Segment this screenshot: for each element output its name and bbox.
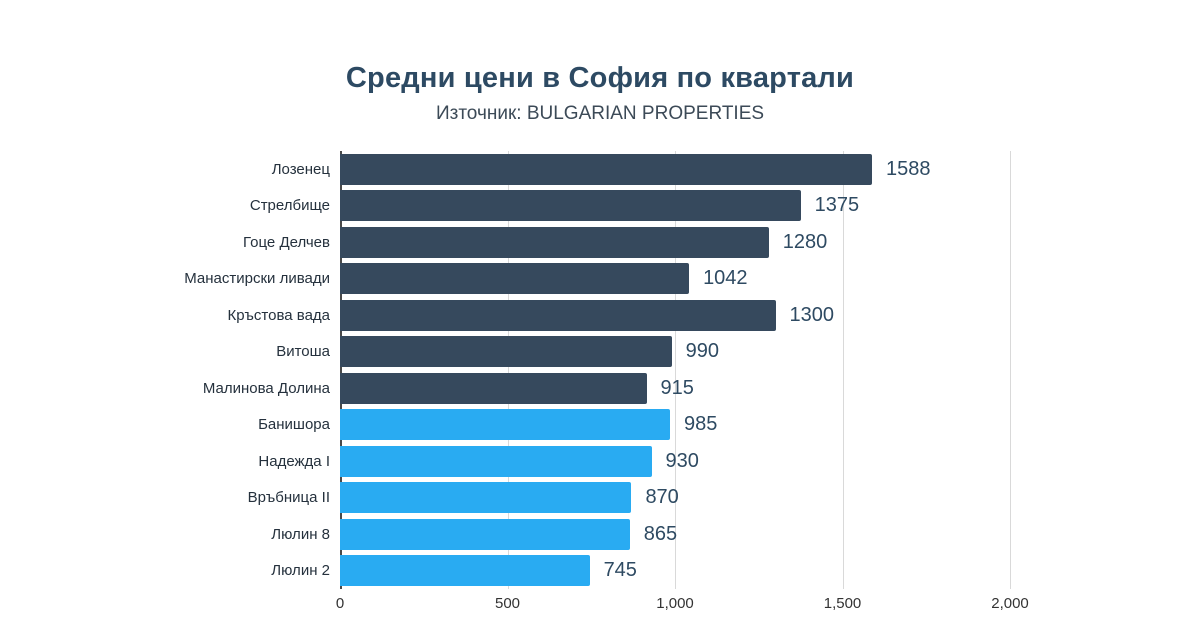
bar: 930 xyxy=(340,445,699,477)
bar: 1280 xyxy=(340,226,827,258)
category-label: Малинова Долина xyxy=(202,379,330,397)
bar-row: Манастирски ливади 1042 xyxy=(184,261,1010,298)
bar: 865 xyxy=(340,518,677,550)
gridline xyxy=(842,151,844,589)
value-label: 1280 xyxy=(782,230,828,253)
chart-subtitle: Източник: BULGARIAN PROPERTIES xyxy=(435,103,765,124)
gridline xyxy=(507,151,509,589)
bar-rows: Лозенец 1588 Стрелбище 1375 Гоце Делчев 1280 М… xyxy=(184,151,1010,590)
category-label: Витоша xyxy=(276,343,330,361)
value-label: 870 xyxy=(645,486,679,508)
x-tick-label: 1,000 xyxy=(656,595,694,612)
bar-row: Кръстова вада 1300 xyxy=(227,297,1010,334)
x-axis: 0 500 1,000 1,500 2,000 xyxy=(336,591,1029,617)
bar-row: Люлин 2 745 xyxy=(271,553,1010,590)
bar-row: Банишора 985 xyxy=(258,407,1010,444)
x-tick-label: 0 xyxy=(335,595,345,612)
category-label: Стрелбище xyxy=(249,197,330,215)
bar: 870 xyxy=(340,482,679,513)
axis-line xyxy=(340,151,342,589)
value-label: 930 xyxy=(665,449,699,472)
chart-header: Средни цени в София по квартали Източник… xyxy=(0,62,1200,125)
bar-row: Витоша 990 xyxy=(276,334,1010,371)
chart-title: Средни цени в София по квартали xyxy=(345,62,855,94)
value-label: 1042 xyxy=(703,267,748,289)
bar: 915 xyxy=(340,372,694,404)
gridline xyxy=(675,151,676,589)
category-label: Манастирски ливади xyxy=(184,270,330,288)
value-label: 985 xyxy=(683,413,718,435)
category-label: Връбница II xyxy=(247,489,330,507)
bar: 1300 xyxy=(340,299,834,331)
bar-row: Малинова Долина 915 xyxy=(203,370,1010,407)
category-label: Банишора xyxy=(258,416,330,434)
value-label: 915 xyxy=(660,376,694,399)
category-label: Люлин 8 xyxy=(271,525,330,543)
category-label: Гоце Делчев xyxy=(243,233,330,251)
x-tick-label: 1,500 xyxy=(823,595,862,612)
gridlines xyxy=(340,151,1011,589)
bar: 745 xyxy=(340,555,637,586)
bar: 1042 xyxy=(340,263,748,294)
bar: 990 xyxy=(340,336,719,367)
value-label: 745 xyxy=(603,559,637,581)
bar-row: Люлин 8 865 xyxy=(271,516,1010,553)
plot-region: Лозенец 1588 Стрелбище 1375 Гоце Делчев 1280 М… xyxy=(184,151,1029,617)
value-label: 1588 xyxy=(885,157,931,180)
bar-row: Лозенец 1588 xyxy=(272,151,1010,188)
bar: 1375 xyxy=(340,190,859,221)
bar: 1588 xyxy=(340,153,930,185)
bar-row: Гоце Делчев 1280 xyxy=(243,224,1010,261)
gridline xyxy=(1010,151,1011,589)
bar-row: Стрелбище 1375 xyxy=(250,188,1010,225)
bar-row: Надежда I 930 xyxy=(258,443,1010,480)
category-label: Надежда I xyxy=(258,452,330,470)
x-tick-label: 2,000 xyxy=(991,595,1029,612)
value-label: 865 xyxy=(643,522,678,545)
x-tick-label: 500 xyxy=(494,595,521,612)
value-label: 990 xyxy=(685,340,720,362)
category-label: Люлин 2 xyxy=(271,562,330,580)
value-label: 1375 xyxy=(814,194,860,216)
bar-row: Връбница II 870 xyxy=(248,480,1010,517)
category-label: Кръстова вада xyxy=(227,306,330,324)
category-label: Лозенец xyxy=(271,160,330,178)
bar: 985 xyxy=(340,409,717,440)
value-label: 1300 xyxy=(789,303,835,326)
